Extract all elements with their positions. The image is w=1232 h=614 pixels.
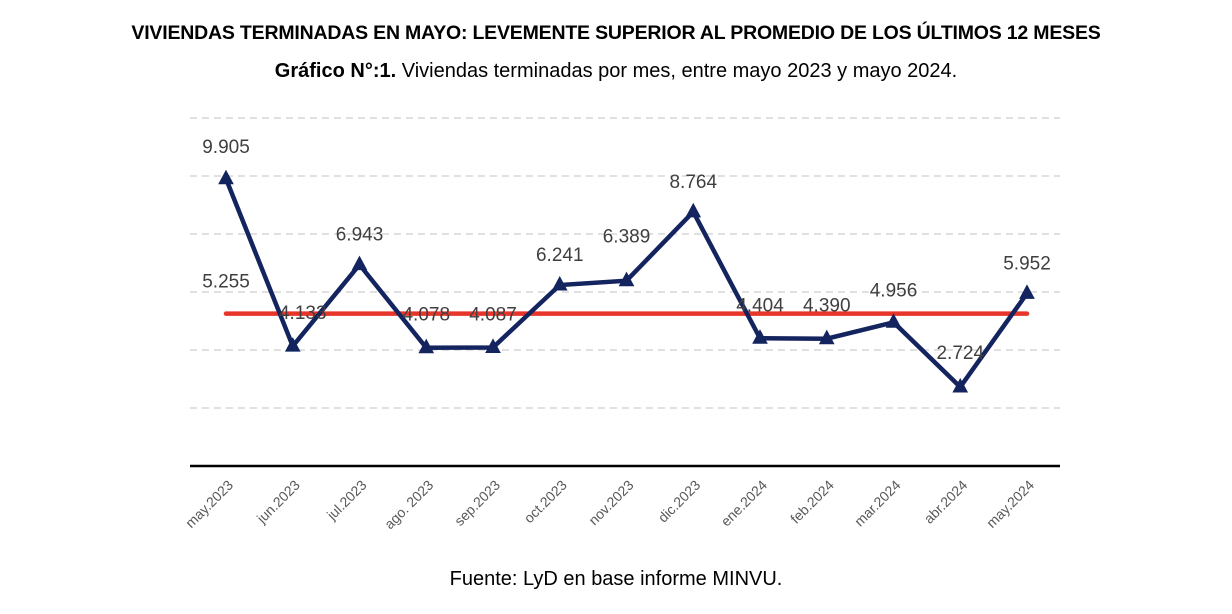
data-label: 4.404 <box>736 295 784 316</box>
data-point-marker <box>1019 284 1035 299</box>
x-tick-label: abr.2024 <box>921 477 971 527</box>
x-tick-label: dic.2023 <box>655 477 704 526</box>
data-label: 5.952 <box>1003 253 1051 274</box>
gridlines <box>190 117 1060 409</box>
x-tick-label: may.2024 <box>983 477 1037 531</box>
data-point-marker <box>618 271 635 287</box>
x-tick-label: jul.2023 <box>323 477 370 524</box>
chart-title: VIVIENDAS TERMINADAS EN MAYO: LEVEMENTE … <box>131 22 1101 44</box>
data-label: 4.078 <box>402 305 450 326</box>
data-point-marker <box>418 338 435 354</box>
x-tick-label: may.2023 <box>182 477 236 531</box>
data-label: 6.389 <box>603 227 651 248</box>
x-tick-label: nov.2023 <box>585 477 636 528</box>
data-label: 6.943 <box>336 225 384 246</box>
data-point-marker <box>218 169 234 185</box>
data-point-marker <box>752 329 768 344</box>
data-label: 9.905 <box>202 137 250 158</box>
source-note: Fuente: LyD en base informe MINVU. <box>449 568 783 590</box>
x-tick-label: feb.2024 <box>787 477 837 527</box>
data-point-marker <box>952 377 969 393</box>
data-label: 4.087 <box>469 304 517 325</box>
data-point-marker <box>485 338 501 353</box>
data-label: 4.390 <box>803 296 851 317</box>
data-point-marker <box>885 313 902 328</box>
data-point-marker <box>818 329 835 345</box>
x-tick-label: sep.2023 <box>451 477 503 529</box>
x-tick-label: ene.2024 <box>718 477 771 530</box>
data-label: 4.956 <box>870 280 918 301</box>
data-label: 8.764 <box>669 172 717 193</box>
data-point-marker <box>351 255 368 271</box>
subtitle-text: Viviendas terminadas por mes, entre mayo… <box>396 60 958 82</box>
data-point-marker <box>685 202 702 218</box>
x-tick-label: oct.2023 <box>521 477 570 526</box>
figure-number: Gráfico N°:1. <box>274 60 397 82</box>
data-label: 6.241 <box>536 245 584 266</box>
x-tick-label: mar.2024 <box>851 477 904 530</box>
x-tick-labels: may.2023 jun.2023 jul.2023 ago. 2023 sep.202… <box>182 477 1037 533</box>
data-labels: 9.905 4.133 6.943 4.078 4.087 6.241 6.389 8.764… <box>202 137 1051 364</box>
average-label: 5.255 <box>202 272 250 293</box>
x-tick-label: jun.2023 <box>253 477 303 527</box>
data-point-marker <box>551 275 568 291</box>
data-point-marker <box>284 337 301 352</box>
series-line-group <box>218 169 1035 393</box>
data-label: 4.133 <box>279 303 327 324</box>
x-tick-label: ago. 2023 <box>381 477 437 533</box>
chart-subtitle: Gráfico N°:1. Viviendas terminadas por m… <box>0 60 1232 83</box>
data-label: 2.724 <box>936 343 984 364</box>
